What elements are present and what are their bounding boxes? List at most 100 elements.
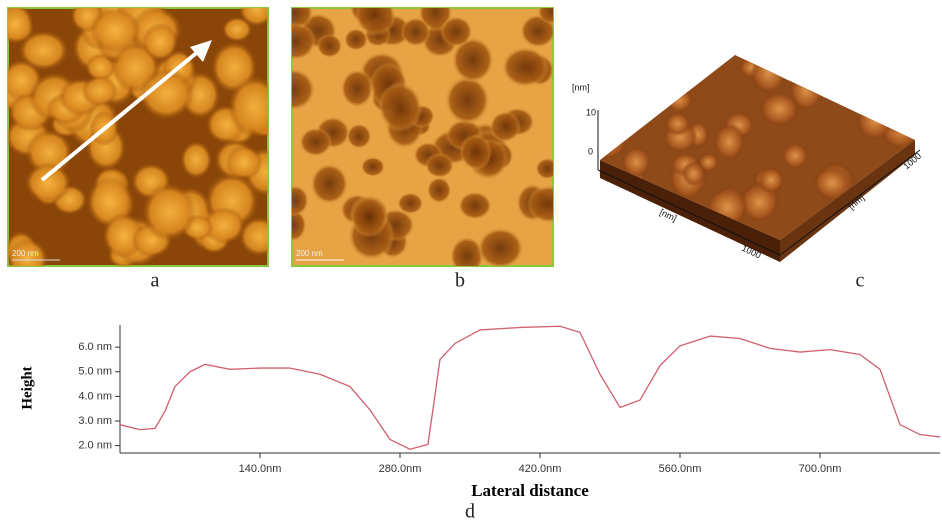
texture bbox=[476, 227, 525, 266]
side-face bbox=[600, 160, 780, 262]
texture bbox=[180, 140, 213, 179]
texture bbox=[621, 146, 652, 179]
panel-label: c bbox=[856, 270, 865, 292]
texture bbox=[884, 108, 911, 134]
texture bbox=[535, 157, 553, 180]
texture bbox=[228, 75, 268, 138]
texture bbox=[856, 100, 894, 141]
texture bbox=[449, 236, 485, 266]
texture bbox=[628, 205, 664, 240]
texture bbox=[600, 73, 619, 112]
panel-label: b bbox=[455, 270, 465, 292]
texture bbox=[292, 22, 317, 61]
profile-line bbox=[119, 325, 941, 450]
texture bbox=[292, 184, 309, 217]
texture bbox=[625, 64, 653, 89]
texture bbox=[713, 123, 746, 161]
texture bbox=[627, 55, 663, 76]
texture bbox=[299, 127, 333, 157]
texture bbox=[360, 156, 386, 177]
scale-label: 200 nm bbox=[296, 249, 323, 258]
texture bbox=[537, 8, 553, 25]
texture bbox=[350, 196, 388, 238]
y-tick-label: 2.0 nm bbox=[78, 440, 112, 452]
texture bbox=[24, 162, 72, 203]
texture bbox=[857, 79, 894, 111]
x-tick-label: 560.0nm bbox=[659, 463, 702, 475]
arrow-line bbox=[40, 48, 202, 182]
texture bbox=[874, 72, 906, 100]
texture bbox=[343, 28, 369, 51]
texture bbox=[457, 191, 493, 220]
texture bbox=[874, 69, 911, 110]
texture bbox=[142, 22, 179, 62]
texture bbox=[451, 36, 495, 84]
texture bbox=[225, 145, 263, 181]
x-tick-label: 280.0nm bbox=[379, 463, 422, 475]
axes-3d bbox=[597, 110, 921, 256]
texture bbox=[640, 61, 662, 84]
texture bbox=[759, 91, 800, 127]
texture bbox=[142, 182, 196, 241]
texture bbox=[681, 161, 706, 187]
texture bbox=[8, 8, 34, 45]
texture bbox=[781, 142, 809, 170]
texture bbox=[664, 87, 694, 113]
texture bbox=[239, 216, 268, 257]
texture bbox=[138, 68, 194, 120]
y-tick-label: 3.0 nm bbox=[78, 415, 112, 427]
texture bbox=[221, 16, 253, 42]
panel-label: a bbox=[151, 270, 160, 292]
texture bbox=[18, 30, 69, 71]
texture bbox=[202, 207, 246, 245]
texture bbox=[750, 55, 788, 94]
arrow-head bbox=[190, 40, 212, 62]
texture bbox=[444, 75, 491, 126]
y-tick-label: 6.0 nm bbox=[78, 341, 112, 353]
texture bbox=[316, 33, 343, 59]
texture bbox=[634, 60, 678, 96]
scale-label: 200 nm bbox=[12, 249, 39, 258]
texture bbox=[798, 55, 838, 95]
texture bbox=[81, 75, 118, 107]
x-tick-label: 700.0nm bbox=[799, 463, 842, 475]
plot: 2.0 nm 3.0 nm 4.0 nm 5.0 nm 6.0 nm 140.0nm 280… bbox=[78, 325, 941, 475]
texture bbox=[888, 86, 915, 122]
texture bbox=[664, 112, 691, 136]
texture bbox=[292, 208, 307, 242]
y-axis-label: Height bbox=[19, 366, 35, 409]
texture bbox=[424, 153, 455, 179]
texture bbox=[631, 58, 670, 101]
texture bbox=[640, 94, 665, 118]
image-b bbox=[292, 8, 553, 266]
z-tick: 0 bbox=[588, 146, 593, 156]
texture bbox=[440, 15, 473, 48]
texture bbox=[812, 166, 852, 200]
texture bbox=[354, 8, 397, 37]
texture bbox=[8, 238, 48, 266]
texture bbox=[527, 184, 553, 224]
y-tick-label: 4.0 nm bbox=[78, 390, 112, 402]
z-tick: 10 bbox=[586, 107, 596, 117]
texture bbox=[489, 110, 521, 143]
texture bbox=[397, 192, 424, 215]
texture bbox=[426, 176, 452, 204]
texture bbox=[459, 133, 492, 171]
x-tick-label: 140.0nm bbox=[239, 463, 282, 475]
texture bbox=[89, 8, 141, 53]
texture bbox=[501, 46, 549, 88]
z-unit: [nm] bbox=[572, 82, 590, 92]
texture bbox=[292, 67, 316, 112]
texture bbox=[816, 55, 860, 93]
texture bbox=[310, 163, 349, 205]
texture bbox=[600, 124, 628, 160]
x-axis-label: Lateral distance bbox=[471, 481, 589, 500]
texture bbox=[837, 229, 859, 240]
texture bbox=[874, 55, 913, 83]
y-tick-label: 5.0 nm bbox=[78, 366, 112, 378]
panel-label: d bbox=[465, 501, 475, 523]
side-face bbox=[780, 140, 915, 262]
x-tick-label: 420.0nm bbox=[519, 463, 562, 475]
texture bbox=[377, 81, 423, 132]
